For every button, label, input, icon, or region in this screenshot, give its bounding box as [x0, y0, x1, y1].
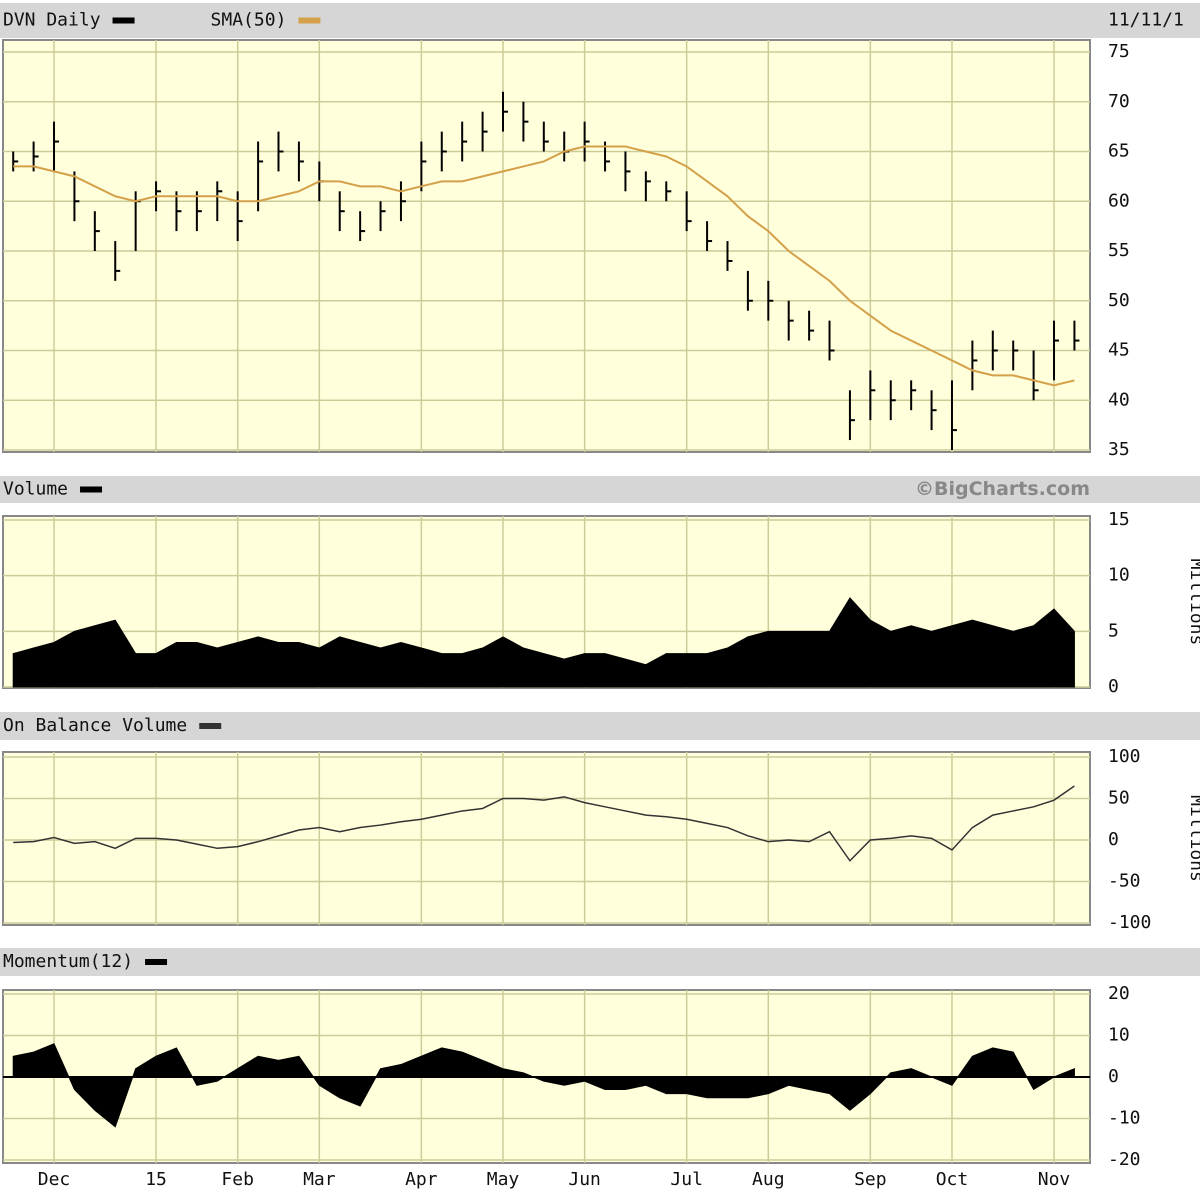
x-tick-label: Aug — [752, 1169, 785, 1190]
legend-swatch — [112, 17, 135, 24]
plot-area — [2, 39, 1091, 453]
legend-label: Volume — [3, 479, 68, 500]
x-tick-label: Dec — [38, 1169, 71, 1190]
y-tick-label: 100 — [1108, 746, 1141, 767]
y-tick-label: 40 — [1108, 389, 1130, 410]
legend-label: DVN Daily — [3, 10, 101, 31]
panel-header — [0, 3, 1200, 38]
y-tick-label: 45 — [1108, 340, 1130, 361]
credit: ©BigCharts.com — [915, 478, 1090, 500]
legend-label: Momentum(12) — [3, 951, 133, 972]
y-tick-label: 35 — [1108, 439, 1130, 460]
x-tick-label: May — [487, 1169, 520, 1190]
y-axis-label: Millions — [1186, 795, 1200, 882]
y-tick-label: 10 — [1108, 1025, 1130, 1046]
x-tick-label: Feb — [221, 1169, 254, 1190]
y-tick-label: 5 — [1108, 620, 1119, 641]
panel-header — [0, 948, 1200, 976]
y-tick-label: 0 — [1108, 829, 1119, 850]
x-tick-label: Apr — [405, 1169, 438, 1190]
legend-label: SMA(50) — [211, 10, 287, 31]
y-tick-label: 70 — [1108, 91, 1130, 112]
y-tick-label: 10 — [1108, 565, 1130, 586]
area — [12, 597, 1075, 688]
y-tick-label: -50 — [1108, 871, 1141, 892]
area — [12, 1043, 1075, 1128]
y-tick-label: 55 — [1108, 240, 1130, 261]
x-tick-label: 15 — [145, 1169, 167, 1190]
x-tick-label: Oct — [936, 1169, 969, 1190]
legend-swatch — [199, 723, 222, 729]
y-tick-label: 0 — [1108, 676, 1119, 697]
panel-header — [0, 476, 1200, 503]
y-tick-label: 50 — [1108, 290, 1130, 311]
date-label: 11/11/1 — [1108, 10, 1184, 31]
y-tick-label: 20 — [1108, 983, 1130, 1004]
legend-swatch — [298, 17, 321, 24]
x-tick-label: Nov — [1038, 1169, 1071, 1190]
y-axis-label: Millions — [1186, 559, 1200, 646]
line — [13, 145, 1075, 387]
y-tick-label: 50 — [1108, 788, 1130, 809]
plot-area — [2, 751, 1091, 926]
y-tick-label: 75 — [1108, 41, 1130, 62]
y-tick-label: 65 — [1108, 141, 1130, 162]
y-tick-label: -20 — [1108, 1149, 1141, 1170]
legend-swatch — [145, 959, 168, 965]
x-tick-label: Mar — [303, 1169, 336, 1190]
x-tick-label: Jul — [670, 1169, 703, 1190]
legend-label: On Balance Volume — [3, 715, 187, 736]
y-tick-label: -10 — [1108, 1108, 1141, 1129]
x-tick-label: Jun — [568, 1169, 601, 1190]
x-tick-label: Sep — [854, 1169, 887, 1190]
y-tick-label: -100 — [1108, 912, 1151, 933]
legend-swatch — [80, 486, 103, 493]
line — [13, 785, 1075, 862]
y-tick-label: 0 — [1108, 1066, 1119, 1087]
y-tick-label: 15 — [1108, 509, 1130, 530]
y-tick-label: 60 — [1108, 190, 1130, 211]
